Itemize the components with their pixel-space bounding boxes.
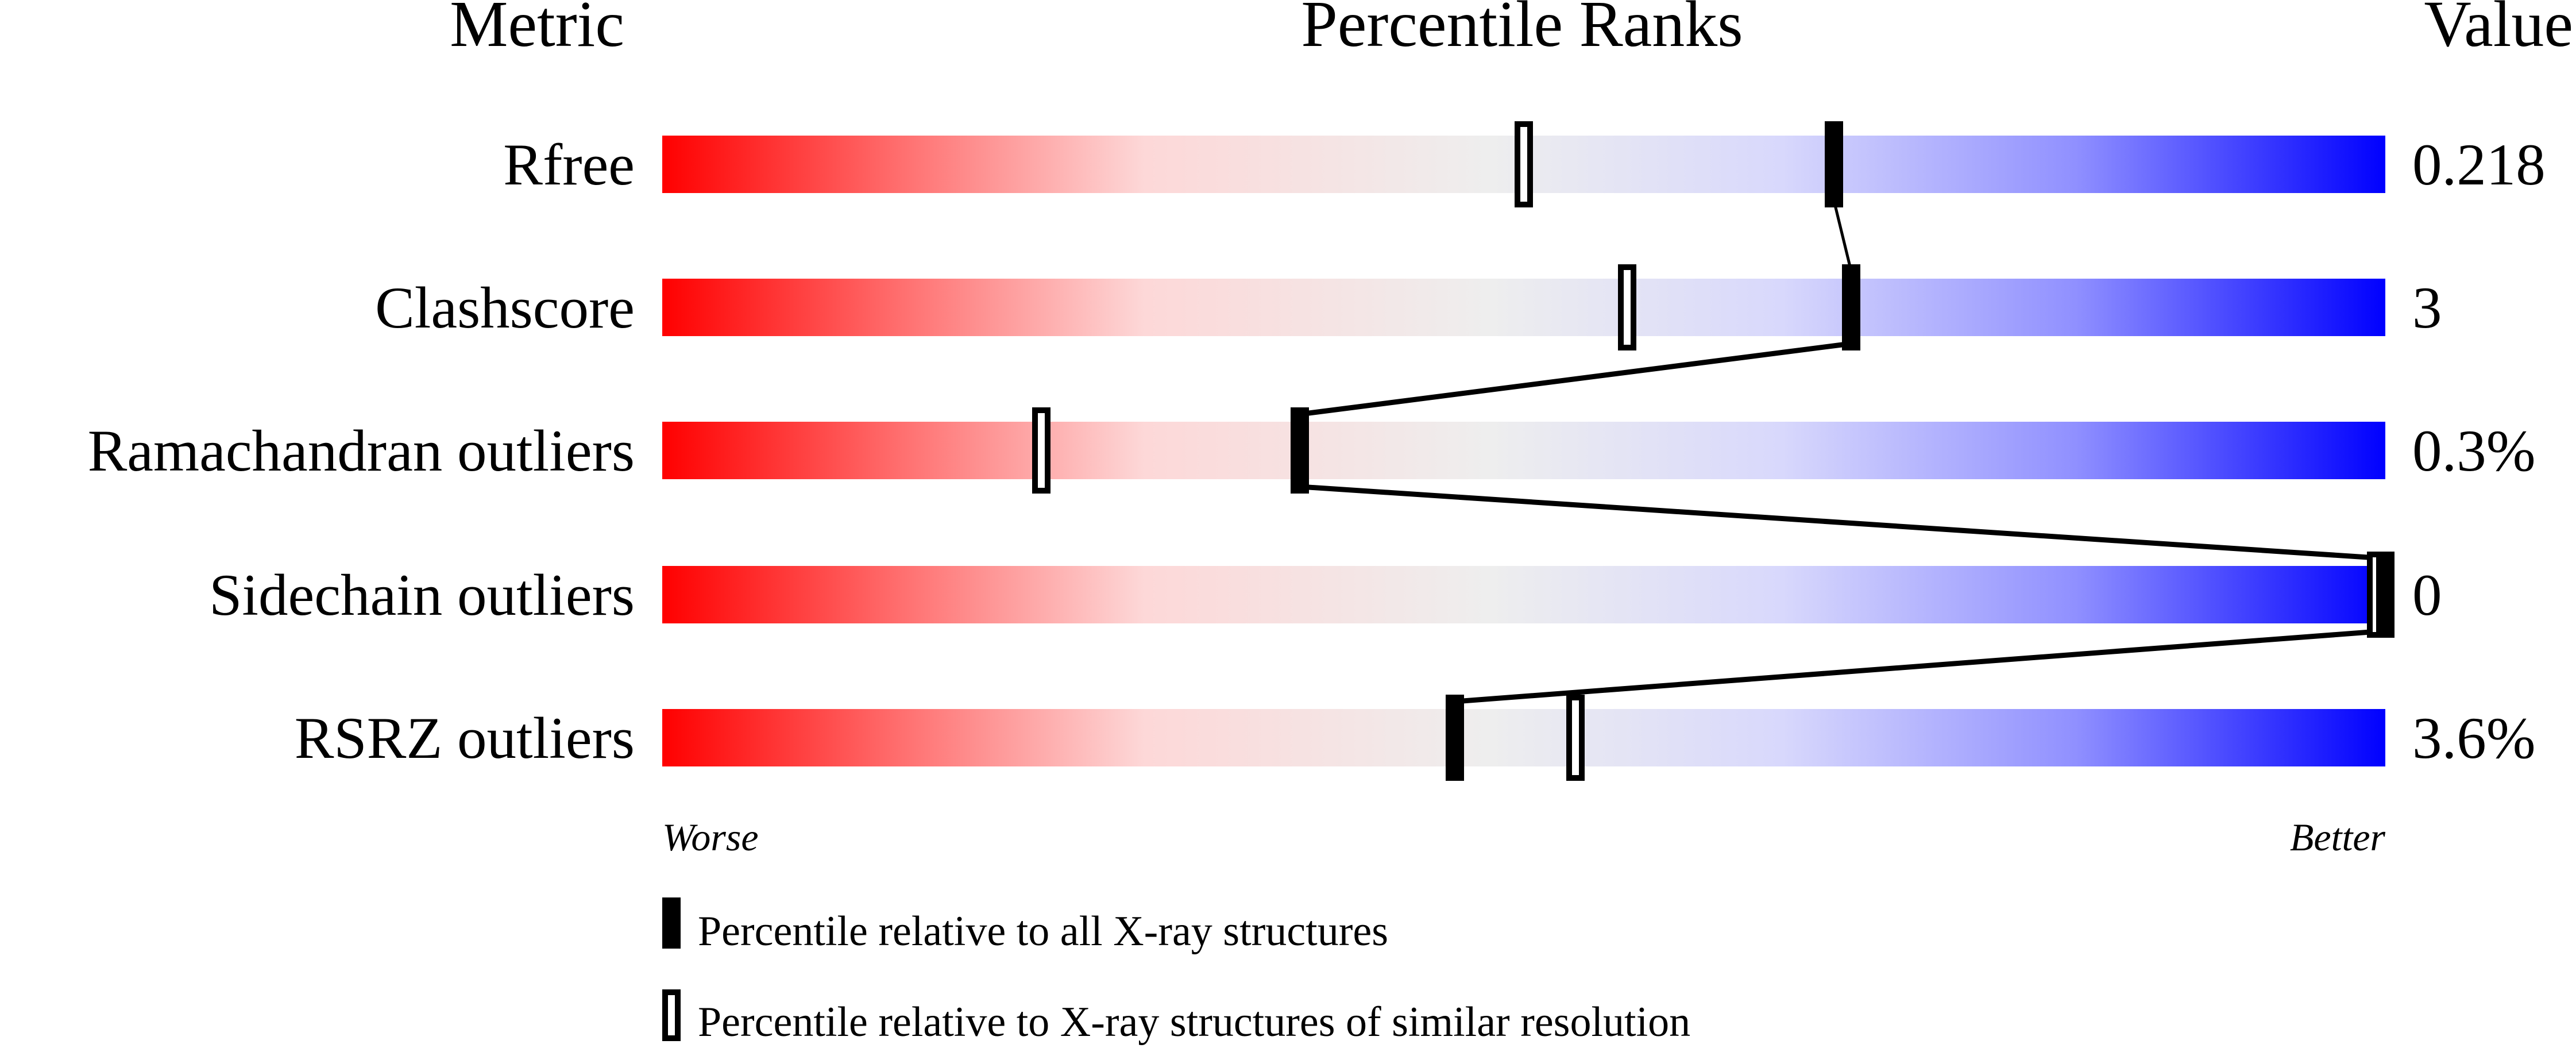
better-label: Better <box>2290 815 2386 859</box>
connector-line <box>1454 628 2386 704</box>
marker-all-structures <box>1446 695 1464 781</box>
metric-value: 3.6% <box>2412 706 2536 771</box>
metric-label: Clashscore <box>375 275 635 341</box>
metric-value: 0.3% <box>2412 418 2536 484</box>
metric-label: Sidechain outliers <box>209 562 635 628</box>
metric-value: 0 <box>2412 562 2442 628</box>
marker-similar-resolution <box>1032 407 1051 494</box>
legend-filled-label: Percentile relative to all X-ray structu… <box>698 908 1388 955</box>
marker-all-structures <box>1291 407 1309 494</box>
percentile-bar <box>662 566 2385 623</box>
marker-all-structures <box>1825 121 1843 207</box>
marker-similar-resolution <box>1515 121 1533 207</box>
percentile-bar <box>662 709 2385 766</box>
metric-label: Rfree <box>503 132 635 198</box>
percentile-bar <box>662 279 2385 336</box>
metric-value: 3 <box>2412 275 2442 341</box>
marker-all-structures <box>1842 264 1860 350</box>
metric-value: 0.218 <box>2412 132 2546 198</box>
connector-line <box>1299 484 2386 561</box>
marker-all-structures <box>2376 552 2395 638</box>
connector-line <box>1832 200 1853 272</box>
header-metric: Metric <box>450 0 624 60</box>
percentile-bar <box>662 422 2385 479</box>
header-value: Value <box>2424 0 2573 60</box>
legend-filled-marker <box>662 897 681 949</box>
legend-open-marker <box>662 989 681 1041</box>
legend-open-label: Percentile relative to X-ray structures … <box>698 999 1690 1046</box>
marker-similar-resolution <box>1566 695 1585 781</box>
marker-similar-resolution <box>1618 264 1636 350</box>
metric-label: Ramachandran outliers <box>88 418 635 484</box>
connector-line <box>1299 341 1852 417</box>
metric-label: RSRZ outliers <box>295 706 635 771</box>
header-percentile-ranks: Percentile Ranks <box>1301 0 1743 60</box>
worse-label: Worse <box>662 815 759 859</box>
